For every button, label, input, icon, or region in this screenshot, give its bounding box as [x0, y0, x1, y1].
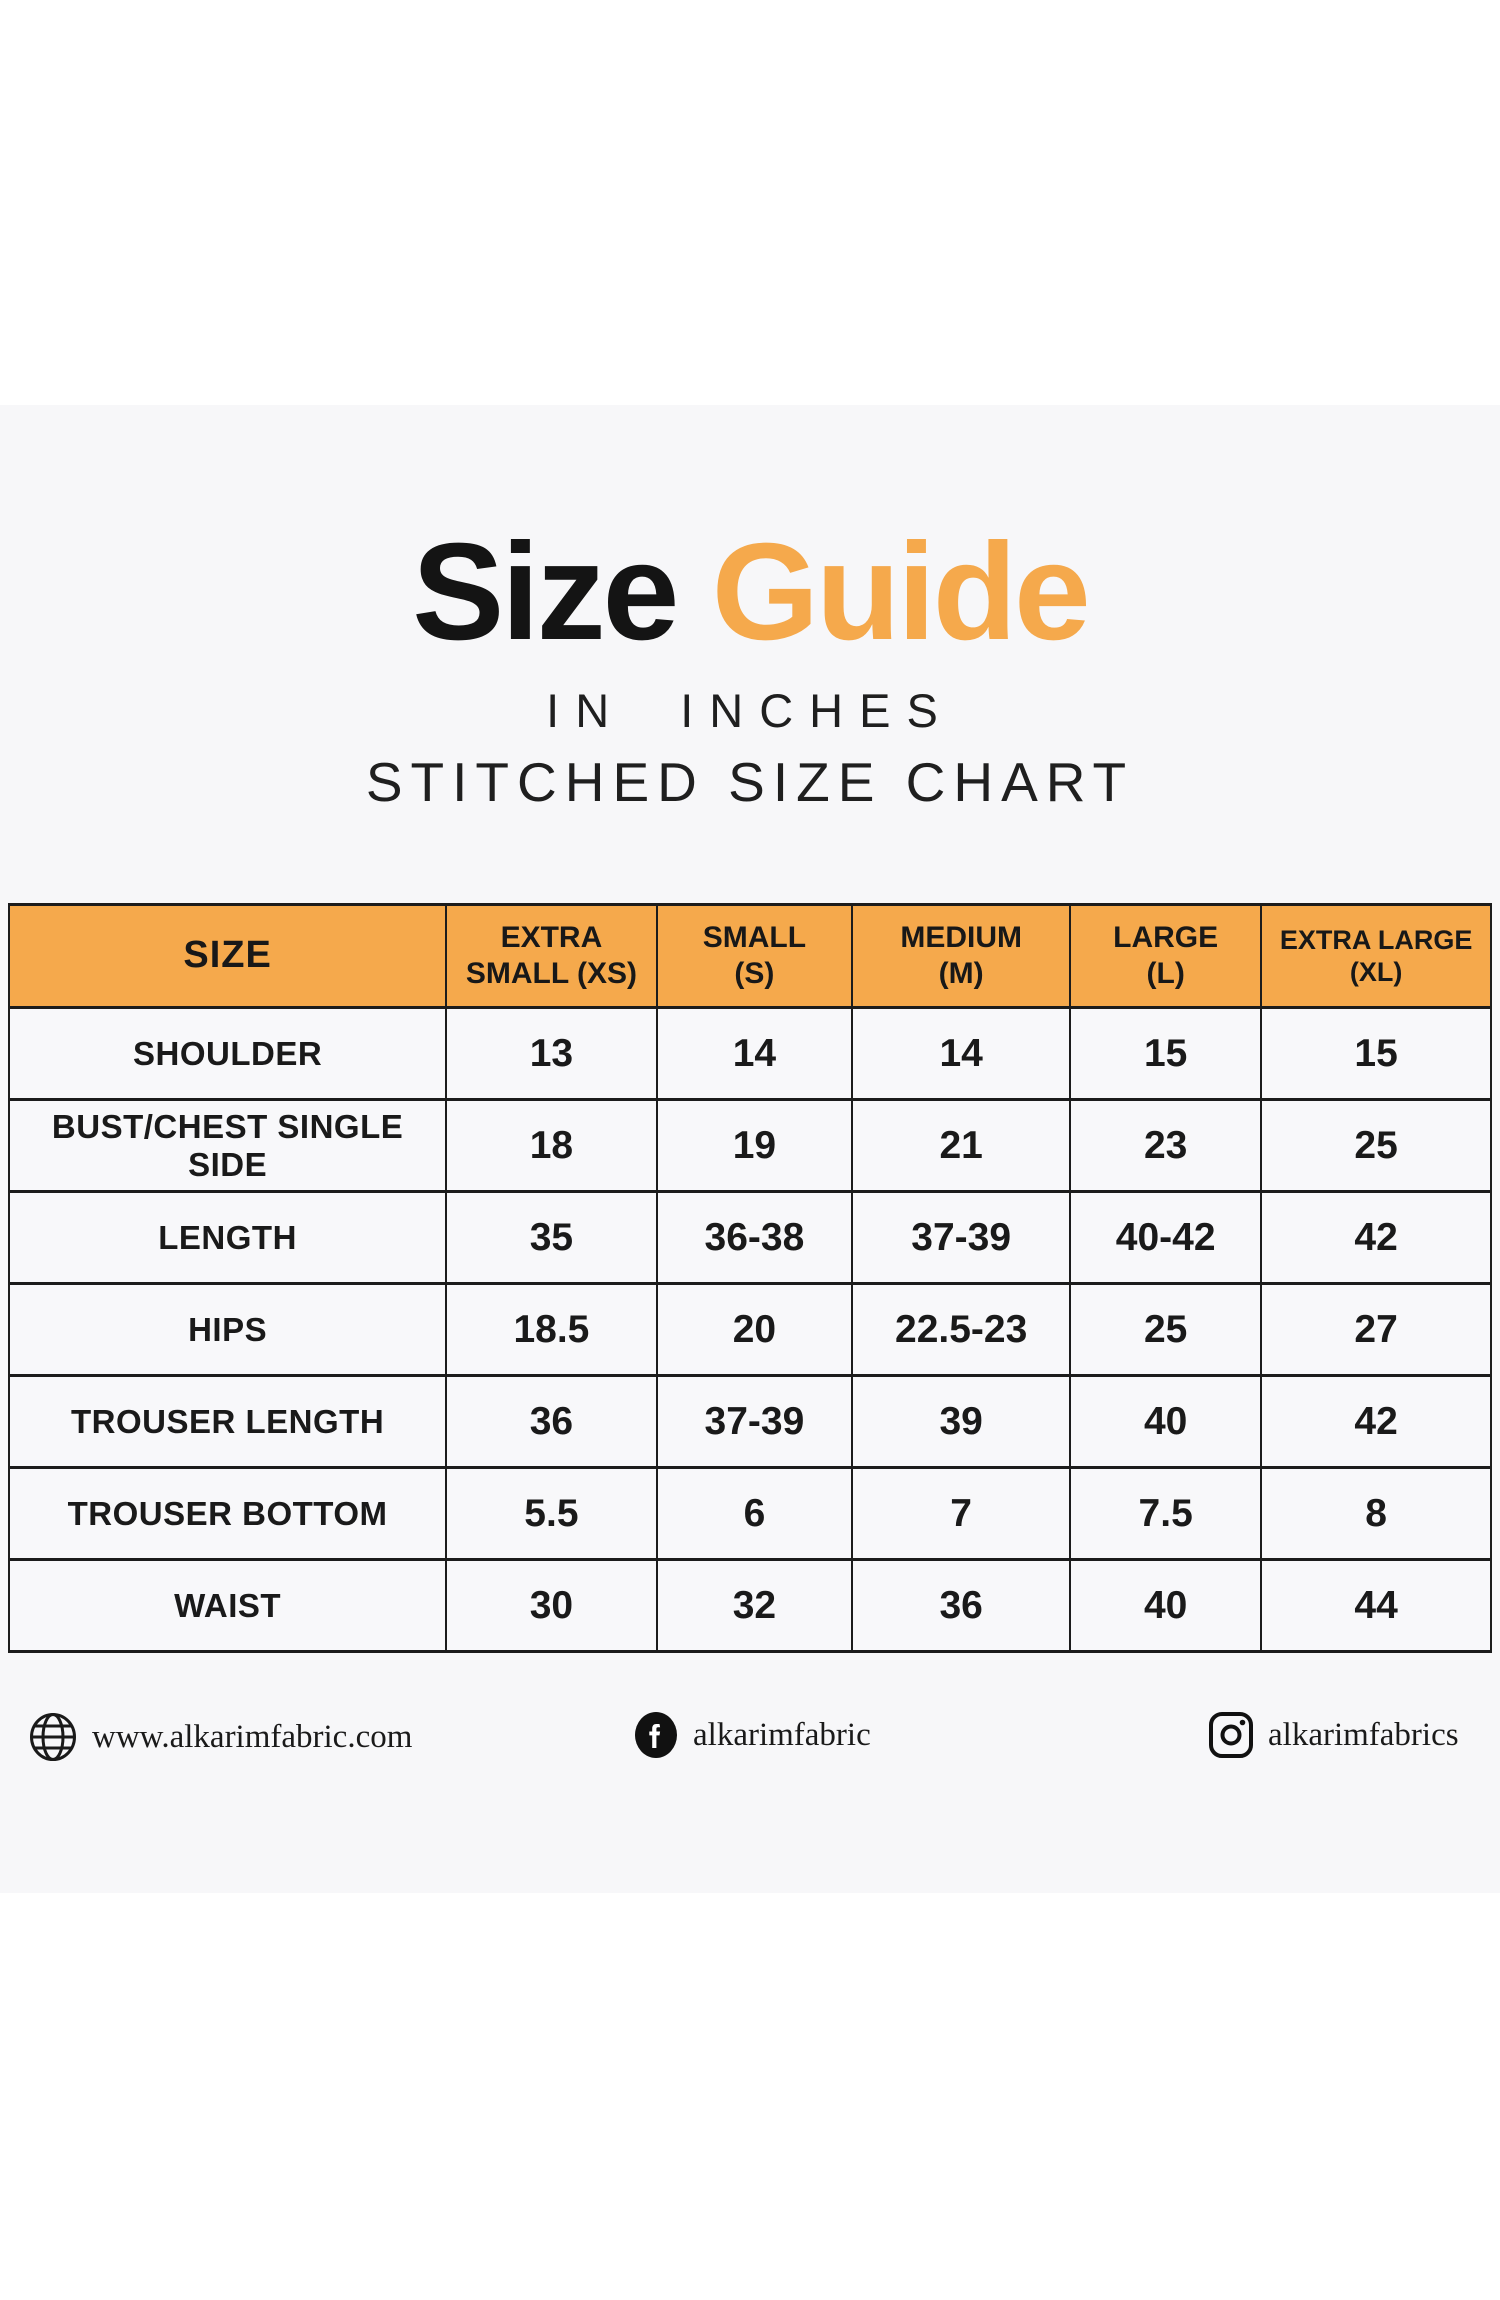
- website-link: www.alkarimfabric.com: [28, 1712, 412, 1762]
- header-cell-xl: EXTRA LARGE (XL): [1260, 903, 1492, 1009]
- header-label-line2: (L): [1146, 957, 1185, 990]
- measurement-value: 32: [655, 1558, 854, 1653]
- header-label: EXTRA LARGE: [1279, 924, 1473, 955]
- measurement-value: 6: [655, 1466, 854, 1561]
- instagram-handle-text: alkarimfabrics: [1268, 1716, 1459, 1753]
- facebook-icon: [633, 1712, 679, 1758]
- measurement-value: 36-38: [655, 1190, 854, 1285]
- measurement-value: 40-42: [1069, 1190, 1263, 1285]
- measurement-label: LENGTH: [7, 1190, 448, 1285]
- measurement-value: 40: [1069, 1374, 1263, 1469]
- measurement-value: 14: [851, 1006, 1072, 1101]
- header-cell-size: SIZE: [7, 903, 448, 1009]
- measurement-value: 18: [445, 1098, 658, 1193]
- website-text: www.alkarimfabric.com: [92, 1718, 413, 1755]
- globe-icon: [28, 1712, 78, 1762]
- measurement-value: 25: [1069, 1282, 1263, 1377]
- title-word-spacer: [676, 515, 711, 669]
- measurement-value: 21: [851, 1098, 1072, 1193]
- measurement-value: 36: [445, 1374, 658, 1469]
- header-label: EXTRA: [500, 921, 603, 954]
- measurement-value: 7: [851, 1466, 1072, 1561]
- table-row: TROUSER BOTTOM 5.5 6 7 7.5 8: [7, 1466, 1492, 1561]
- page-title: Size Guide: [0, 520, 1500, 665]
- title-word-guide: Guide: [711, 515, 1091, 669]
- measurement-value: 15: [1069, 1006, 1263, 1101]
- size-chart-table-wrap: SIZE EXTRA SMALL (XS) SMALL (S) MEDIUM (M) …: [7, 903, 1492, 1653]
- table-row: BUST/CHEST SINGLE SIDE 18 19 21 23 25: [7, 1098, 1492, 1193]
- subtitle-stitched-size-chart: STITCHED SIZE CHART: [365, 750, 1135, 813]
- measurement-value: 37-39: [655, 1374, 854, 1469]
- measurement-value: 14: [655, 1006, 854, 1101]
- instagram-link: alkarimfabrics: [1208, 1712, 1459, 1758]
- table-row: WAIST 30 32 36 40 44: [7, 1558, 1492, 1653]
- facebook-link: alkarimfabric: [633, 1712, 871, 1758]
- header-label: SIZE: [183, 934, 272, 977]
- header-label-line2: (XL): [1349, 957, 1403, 987]
- header-label-line2: (M): [938, 957, 984, 990]
- measurement-value: 19: [655, 1098, 854, 1193]
- size-chart-table: SIZE EXTRA SMALL (XS) SMALL (S) MEDIUM (M) …: [7, 903, 1492, 1653]
- measurement-value: 42: [1260, 1374, 1492, 1469]
- table-row: HIPS 18.5 20 22.5-23 25 27: [7, 1282, 1492, 1377]
- instagram-icon: [1208, 1712, 1254, 1758]
- measurement-value: 42: [1260, 1190, 1492, 1285]
- measurement-value: 7.5: [1069, 1466, 1263, 1561]
- subtitle-in-inches: IN INCHES: [546, 683, 954, 737]
- measurement-value: 18.5: [445, 1282, 658, 1377]
- measurement-value: 22.5-23: [851, 1282, 1072, 1377]
- size-chart-body: SHOULDER 13 14 14 15 15 BUST/CHEST SINGLE SIDE…: [7, 1006, 1492, 1653]
- measurement-value: 36: [851, 1558, 1072, 1653]
- header-cell-l: LARGE (L): [1069, 903, 1263, 1009]
- measurement-value: 40: [1069, 1558, 1263, 1653]
- measurement-value: 30: [445, 1558, 658, 1653]
- header-label: LARGE: [1113, 921, 1219, 954]
- table-row: SHOULDER 13 14 14 15 15: [7, 1006, 1492, 1101]
- header-cell-xs: EXTRA SMALL (XS): [445, 903, 658, 1009]
- measurement-label: HIPS: [7, 1282, 448, 1377]
- measurement-value: 37-39: [851, 1190, 1072, 1285]
- measurement-value: 20: [655, 1282, 854, 1377]
- measurement-value: 25: [1260, 1098, 1492, 1193]
- measurement-value: 39: [851, 1374, 1072, 1469]
- measurement-label: SHOULDER: [7, 1006, 448, 1101]
- header-cell-s: SMALL (S): [655, 903, 854, 1009]
- measurement-value: 35: [445, 1190, 658, 1285]
- table-row: TROUSER LENGTH 36 37-39 39 40 42: [7, 1374, 1492, 1469]
- title-block: Size Guide IN INCHES STITCHED SIZE CHART: [0, 520, 1500, 814]
- measurement-value: 27: [1260, 1282, 1492, 1377]
- header-label: SMALL: [702, 921, 807, 954]
- footer: www.alkarimfabric.com alkarimfabric alka…: [0, 1712, 1500, 1772]
- header-label-line2: (S): [734, 957, 775, 990]
- header-label-line2: SMALL (XS): [465, 957, 637, 990]
- measurement-label: BUST/CHEST SINGLE SIDE: [7, 1098, 448, 1193]
- measurement-value: 8: [1260, 1466, 1492, 1561]
- header-cell-m: MEDIUM (M): [851, 903, 1072, 1009]
- title-word-size: Size: [412, 515, 679, 669]
- measurement-value: 15: [1260, 1006, 1492, 1101]
- measurement-label: TROUSER LENGTH: [7, 1374, 448, 1469]
- measurement-value: 23: [1069, 1098, 1263, 1193]
- measurement-value: 44: [1260, 1558, 1492, 1653]
- table-row: LENGTH 35 36-38 37-39 40-42 42: [7, 1190, 1492, 1285]
- size-chart-header: SIZE EXTRA SMALL (XS) SMALL (S) MEDIUM (M) …: [7, 903, 1492, 1009]
- measurement-label: WAIST: [7, 1558, 448, 1653]
- header-label: MEDIUM: [900, 921, 1022, 954]
- facebook-handle-text: alkarimfabric: [693, 1716, 871, 1753]
- measurement-label: TROUSER BOTTOM: [7, 1466, 448, 1561]
- header-row: SIZE EXTRA SMALL (XS) SMALL (S) MEDIUM (M) …: [7, 903, 1492, 1009]
- measurement-value: 5.5: [445, 1466, 658, 1561]
- measurement-value: 13: [445, 1006, 658, 1101]
